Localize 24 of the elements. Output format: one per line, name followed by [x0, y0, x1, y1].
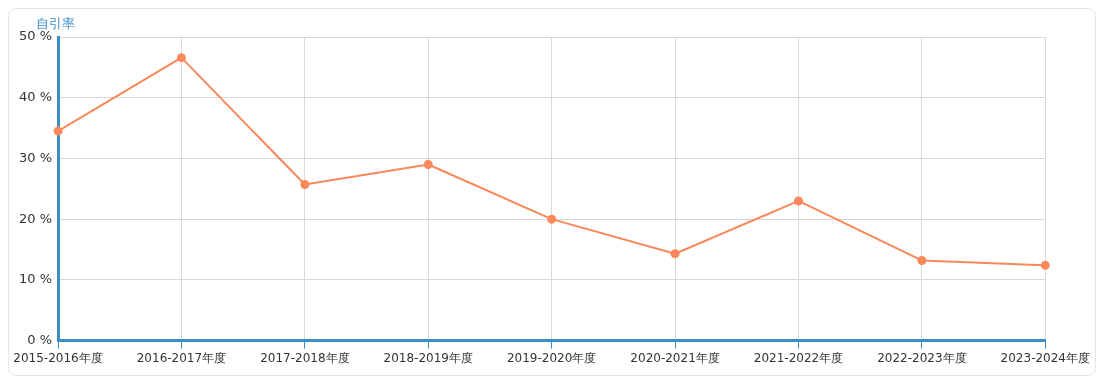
x-tick-label: 2020-2021年度 [630, 350, 720, 365]
x-tick-label: 2017-2018年度 [260, 350, 350, 365]
x-tick-label: 2023-2024年度 [1000, 350, 1091, 365]
point [1040, 260, 1050, 270]
x-tick-label: 2021-2022年度 [753, 350, 844, 365]
point [176, 53, 186, 63]
point [423, 160, 433, 170]
point [547, 214, 557, 224]
point [917, 255, 927, 265]
x-tick-label: 2022-2023年度 [877, 350, 967, 365]
point [300, 180, 310, 190]
x-tick-label: 2015-2016年度 [13, 350, 103, 365]
point [670, 249, 680, 259]
y-tick-label: 30 % [19, 149, 53, 165]
x-tick-label: 2016-2017年度 [136, 350, 227, 365]
point [793, 196, 803, 206]
y-axis-title: 自引率 [36, 15, 76, 31]
x-tick-label: 2019-2020年度 [506, 350, 597, 365]
x-tick-label: 2018-2019年度 [383, 350, 473, 365]
y-tick-label: 10 % [19, 271, 53, 287]
y-tick-label: 0 % [27, 331, 53, 347]
y-tick-label: 40 % [19, 89, 53, 105]
point [53, 126, 63, 136]
y-tick-label: 20 % [19, 210, 53, 226]
